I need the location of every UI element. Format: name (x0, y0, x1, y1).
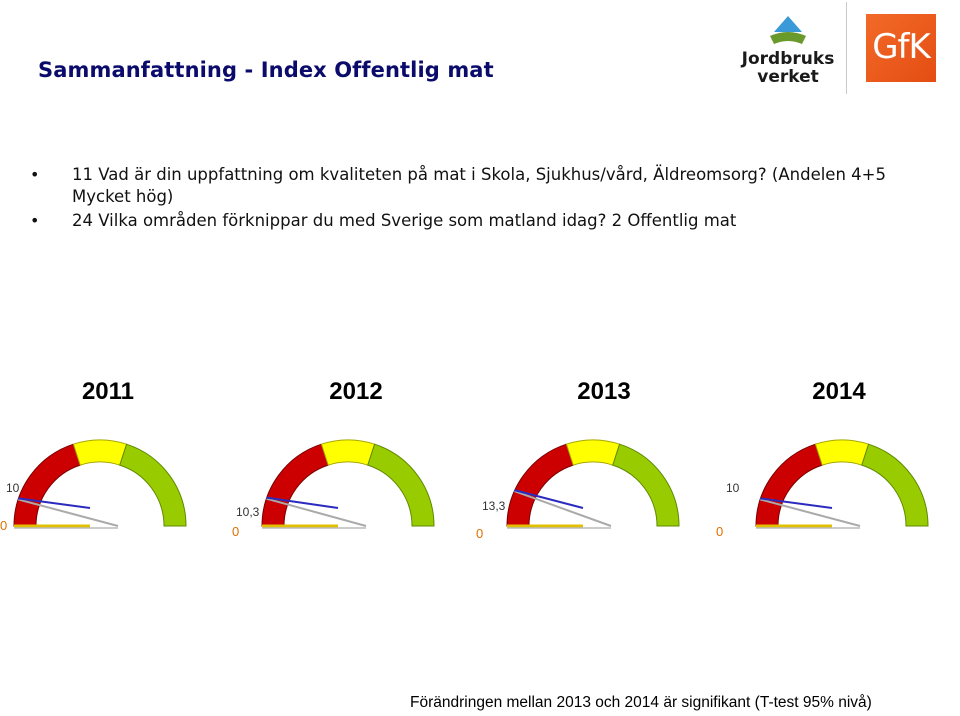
gauge-2011: 10 0 (0, 439, 187, 533)
question-item: 11 Vad är din uppfattning om kvaliteten … (28, 164, 908, 208)
gauge-band-mid (565, 439, 621, 466)
gauge-min-label: 0 (0, 518, 7, 533)
gauge-min-label: 0 (716, 524, 723, 539)
jordbruksverket-logo: Jordbruks verket (741, 16, 835, 87)
jordbruksverket-logo-line1: Jordbruks (741, 49, 835, 69)
gauge-min-label: 0 (232, 524, 239, 539)
gauge-min-label: 0 (476, 526, 483, 541)
gauge-needle-shadow (266, 497, 367, 527)
gauge-value-label: 10,3 (236, 505, 260, 519)
gauge-band-high (861, 443, 929, 527)
gauge-value-label: 13,3 (482, 499, 506, 513)
year-label-2011: 2011 (81, 378, 135, 405)
jordbruksverket-logo-line2: verket (757, 67, 819, 87)
gauge-needle (18, 497, 91, 509)
gauge-2012: 10,30 (232, 439, 435, 539)
gauge-needle (514, 489, 584, 509)
logo-divider (846, 2, 847, 94)
gauge-band-mid (320, 439, 376, 466)
gauge-needle-shadow (17, 498, 119, 527)
gauge-band-mid (814, 439, 870, 466)
gauge-value-label: 10 (726, 481, 740, 495)
gauge-band-high (367, 443, 435, 527)
gauge-needle-shadow (759, 498, 861, 527)
question-item: 24 Vilka områden förknippar du med Sveri… (28, 210, 908, 232)
gfk-logo: GfK (866, 14, 936, 82)
gauge-2013: 13,30 (476, 439, 680, 541)
significance-note: Förändringen mellan 2013 och 2014 är sig… (410, 694, 872, 711)
gauge-needle (266, 496, 339, 509)
gfk-logo-text: GfK (872, 27, 931, 67)
gauge-band-low (506, 443, 574, 527)
gauge-2014: 10 0 (716, 439, 929, 539)
gauge-band-high (119, 443, 187, 527)
question-list: 11 Vad är din uppfattning om kvaliteten … (28, 164, 908, 234)
year-label-2014: 2014 (812, 378, 866, 405)
year-label-2012: 2012 (329, 378, 383, 405)
gauge-value-label: 10 (6, 481, 20, 495)
gauge-needle-shadow (514, 490, 612, 527)
gauge-band-mid (72, 439, 128, 466)
year-label-2013: 2013 (577, 378, 631, 405)
page-title: Sammanfattning - Index Offentlig mat (38, 58, 494, 82)
gauge-needle (760, 497, 833, 509)
gauge-band-high (612, 443, 680, 527)
